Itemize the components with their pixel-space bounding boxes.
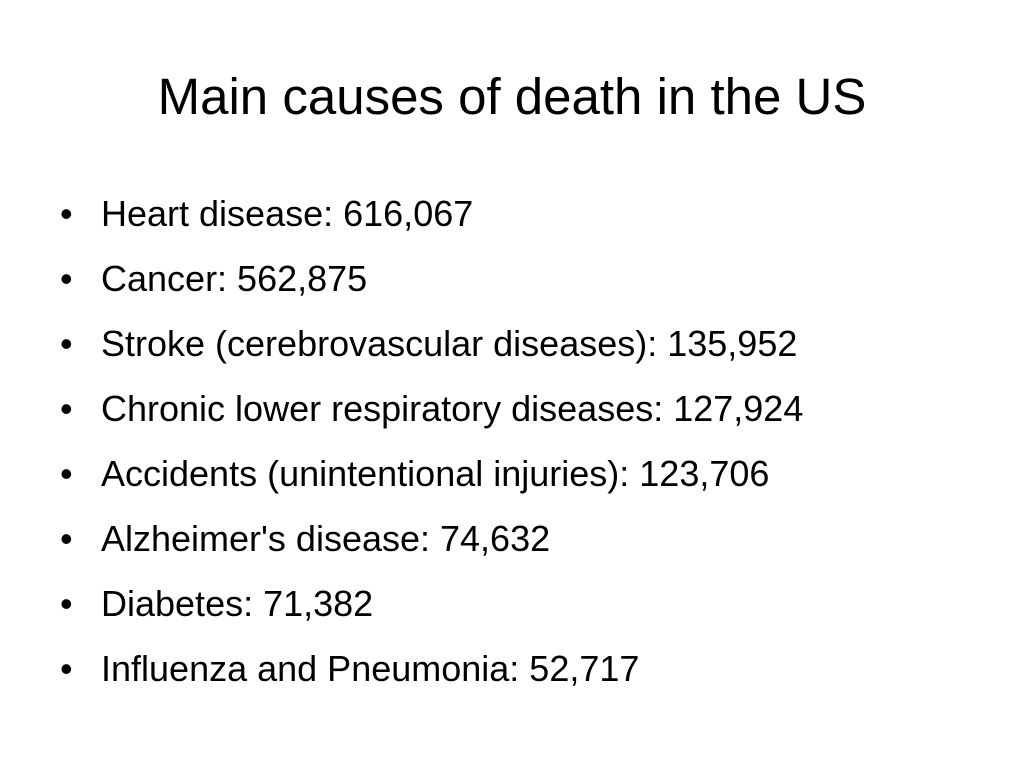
list-item: • Chronic lower respiratory diseases: 12… <box>60 379 1010 444</box>
list-item-text: Heart disease: 616,067 <box>101 193 474 234</box>
list-item: • Stroke (cerebrovascular diseases): 135… <box>60 314 1010 379</box>
list-item-text: Diabetes: 71,382 <box>101 583 374 624</box>
list-item-text: Cancer: 562,875 <box>101 258 368 299</box>
list-item-text: Chronic lower respiratory diseases: 127,… <box>101 388 804 429</box>
list-item-text: Alzheimer's disease: 74,632 <box>101 518 551 559</box>
bullet-icon: • <box>60 453 73 494</box>
list-item-text: Influenza and Pneumonia: 52,717 <box>101 648 640 689</box>
list-item: • Accidents (unintentional injuries): 12… <box>60 444 1010 509</box>
bullet-icon: • <box>60 388 73 429</box>
bullet-icon: • <box>60 648 73 689</box>
bullet-icon: • <box>60 583 73 624</box>
list-item-text: Stroke (cerebrovascular diseases): 135,9… <box>101 323 798 364</box>
list-item: • Cancer: 562,875 <box>60 249 1010 314</box>
slide-title: Main causes of death in the US <box>157 68 867 125</box>
bullet-icon: • <box>60 193 73 234</box>
bullet-icon: • <box>60 258 73 299</box>
list-item: • Heart disease: 616,067 <box>60 184 1010 249</box>
bullet-icon: • <box>60 518 73 559</box>
list-item: • Alzheimer's disease: 74,632 <box>60 509 1010 574</box>
list-item: • Diabetes: 71,382 <box>60 574 1010 639</box>
list-item-text: Accidents (unintentional injuries): 123,… <box>101 453 770 494</box>
list-item: • Influenza and Pneumonia: 52,717 <box>60 639 1010 704</box>
bullet-icon: • <box>60 323 73 364</box>
bullet-list: • Heart disease: 616,067 • Cancer: 562,8… <box>60 184 1010 704</box>
